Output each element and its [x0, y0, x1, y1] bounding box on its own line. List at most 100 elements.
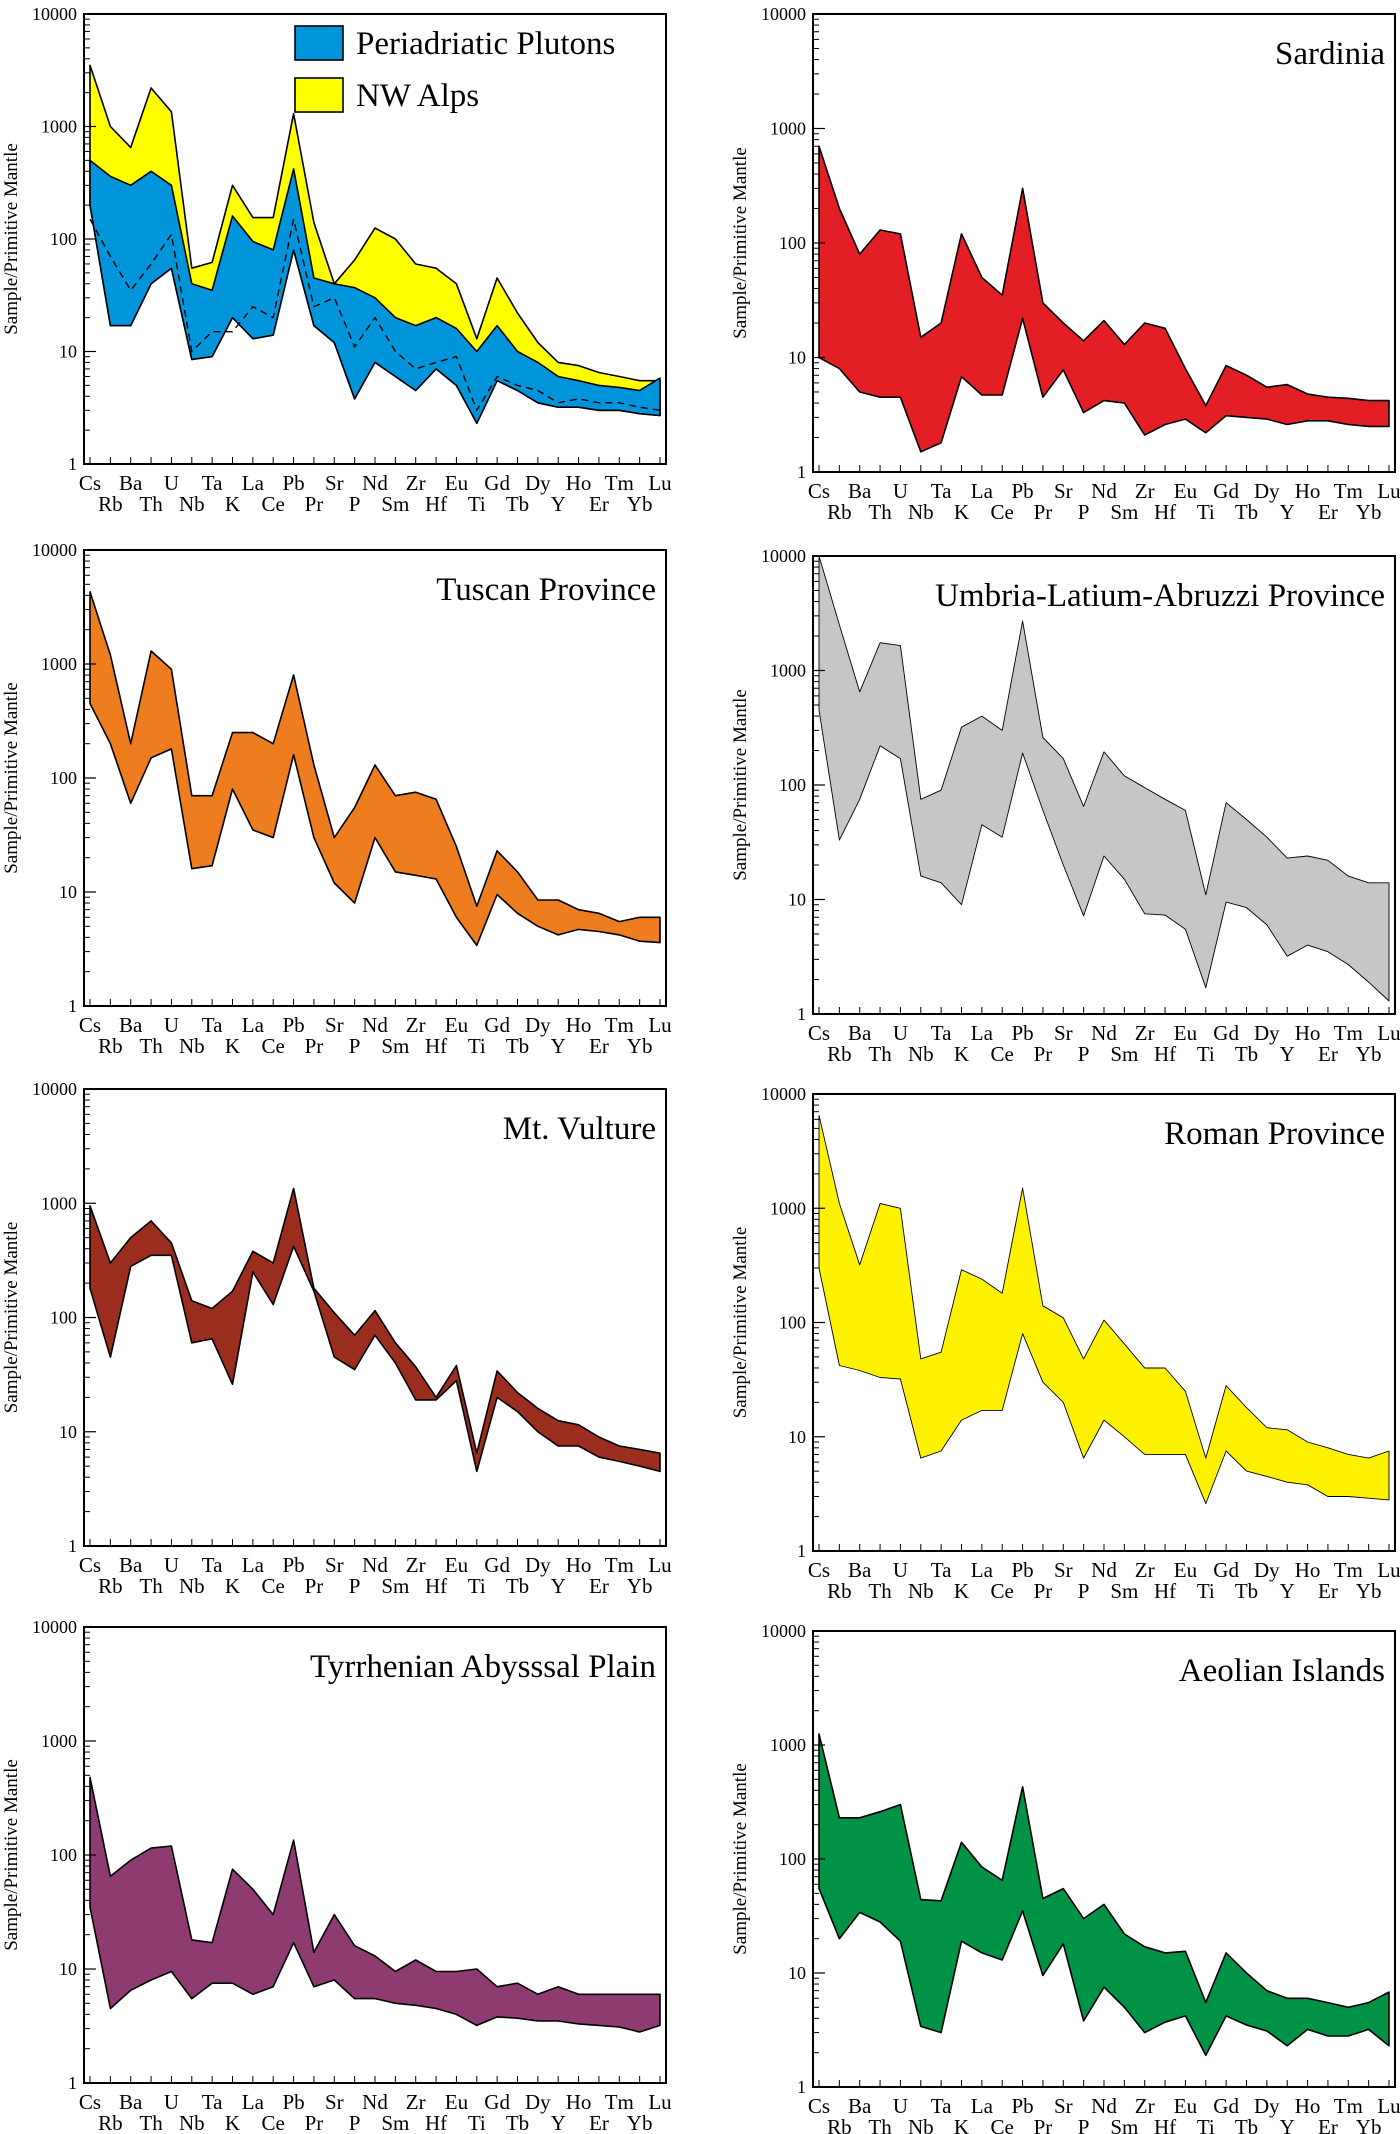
x-tick-label: Rb — [827, 1579, 852, 1603]
x-tick-label: Sr — [1054, 1558, 1073, 1582]
y-tick-label: 10 — [59, 342, 77, 362]
x-tick-label: Er — [1318, 1579, 1338, 1603]
y-tick-label: 1000 — [770, 1735, 806, 1755]
x-tick-label: Er — [1318, 2115, 1338, 2134]
x-tick-label: La — [971, 2094, 994, 2118]
y-axis-label: Sample/Primitive Mantle — [1, 682, 22, 874]
x-tick-label: P — [1078, 1579, 1090, 1603]
x-tick-label: Pb — [282, 1553, 304, 1577]
x-tick-label: U — [893, 1021, 908, 1045]
x-tick-label: K — [225, 2111, 240, 2134]
y-tick-label: 1000 — [770, 119, 806, 139]
y-tick-label: 10000 — [761, 1621, 806, 1641]
x-tick-label: Dy — [525, 1013, 551, 1037]
x-tick-label: Cs — [808, 2094, 830, 2118]
x-tick-label: Nd — [362, 471, 388, 495]
x-tick-label: Ta — [202, 2090, 223, 2114]
x-tick-label: Rb — [827, 2115, 852, 2134]
x-tick-label: Pr — [305, 492, 324, 516]
x-tick-label: Ce — [262, 1574, 285, 1598]
y-tick-label: 1000 — [41, 117, 77, 137]
y-axis-label: Sample/Primitive Mantle — [730, 1227, 751, 1419]
x-tick-label: Zr — [1135, 479, 1155, 503]
chart-panel-1: 110100100010000CsRbBaThUNbTaKLaCePbPrSrP… — [1, 4, 672, 516]
x-tick-label: K — [225, 1574, 240, 1598]
x-tick-label: Sm — [1110, 1579, 1138, 1603]
y-tick-label: 100 — [50, 229, 77, 249]
x-tick-label: Th — [139, 492, 163, 516]
chart-panel-3: 1 10 100 1000 10000 CsRbBaThUNbTaKLaCePbPrSrP… — [1, 540, 672, 1058]
x-tick-label: Dy — [1254, 1021, 1280, 1045]
x-tick-label: Pb — [282, 2090, 304, 2114]
x-tick-label: Dy — [525, 2090, 551, 2114]
x-tick-label: Y — [1280, 1042, 1295, 1066]
x-tick-label: Ba — [848, 1558, 872, 1582]
x-tick-label: Nd — [362, 1553, 388, 1577]
x-tick-label: Ti — [1197, 1042, 1215, 1066]
y-axis-label: Sample/Primitive Mantle — [1, 1759, 22, 1951]
x-tick-label: Y — [551, 2111, 566, 2134]
x-tick-label: Pr — [1034, 500, 1053, 524]
x-tick-label: U — [893, 1558, 908, 1582]
x-tick-label: Lu — [648, 1013, 672, 1037]
x-tick-label: Tm — [1334, 1021, 1363, 1045]
x-tick-label: Rb — [98, 1034, 123, 1058]
y-axis-label: Sample/Primitive Mantle — [730, 147, 751, 339]
x-tick-label: Nd — [362, 2090, 388, 2114]
x-tick-label: Er — [589, 1574, 609, 1598]
x-tick-label: Ti — [468, 1574, 486, 1598]
x-tick-label: Pr — [1034, 1579, 1053, 1603]
x-tick-label: Nd — [1091, 2094, 1117, 2118]
x-tick-label: La — [971, 1558, 994, 1582]
x-tick-label: Hf — [425, 1034, 447, 1058]
y-tick-label: 1000 — [41, 654, 77, 674]
x-tick-label: Ta — [202, 471, 223, 495]
x-tick-label: Ta — [202, 1553, 223, 1577]
chart-title: Tuscan Province — [436, 572, 656, 608]
y-tick-label: 1000 — [770, 661, 806, 681]
series-band-2 — [89, 159, 661, 425]
x-tick-label: P — [1078, 2115, 1090, 2134]
x-tick-label: Hf — [1154, 1579, 1176, 1603]
x-tick-label: Sm — [381, 492, 409, 516]
x-tick-label: Ce — [991, 1579, 1014, 1603]
legend-swatch — [294, 25, 344, 61]
x-tick-label: Yb — [1356, 500, 1382, 524]
x-tick-label: P — [1078, 1042, 1090, 1066]
x-tick-label: Cs — [79, 2090, 101, 2114]
x-tick-label: Nd — [1091, 1021, 1117, 1045]
x-tick-label: Sr — [1054, 2094, 1073, 2118]
x-tick-label: Eu — [1174, 1021, 1198, 1045]
x-tick-label: U — [164, 471, 179, 495]
series-band-1 — [818, 1733, 1390, 2056]
x-tick-label: Nd — [362, 1013, 388, 1037]
x-tick-label: Eu — [445, 1553, 469, 1577]
y-tick-label: 10000 — [32, 540, 77, 560]
x-tick-label: Er — [1318, 500, 1338, 524]
x-tick-label: K — [954, 500, 969, 524]
x-tick-label: U — [893, 2094, 908, 2118]
x-tick-label: Ba — [848, 1021, 872, 1045]
y-tick-label: 100 — [779, 233, 806, 253]
x-tick-label: Ta — [931, 1558, 952, 1582]
x-tick-label: Y — [551, 492, 566, 516]
x-tick-label: Dy — [1254, 2094, 1280, 2118]
y-axis-label: Sample/Primitive Mantle — [1, 143, 22, 335]
x-tick-label: Pb — [1011, 1558, 1033, 1582]
y-tick-label: 10000 — [32, 1617, 77, 1637]
x-tick-label: Lu — [1377, 1021, 1400, 1045]
x-tick-label: Pr — [305, 1034, 324, 1058]
x-tick-label: Tb — [506, 2111, 529, 2134]
x-tick-label: Ta — [931, 2094, 952, 2118]
y-tick-label: 100 — [50, 768, 77, 788]
chart-panel-5: 1 10 100 1000 10000 CsRbBaThUNbTaKLaCePbPrSrP… — [1, 1079, 672, 1598]
x-tick-label: Th — [868, 500, 892, 524]
y-tick-label: 10 — [788, 1963, 806, 1983]
x-tick-label: Sr — [325, 2090, 344, 2114]
x-tick-label: U — [164, 1013, 179, 1037]
y-tick-label: 10 — [788, 1427, 806, 1447]
x-tick-label: Th — [868, 2115, 892, 2134]
x-tick-label: Nb — [908, 2115, 934, 2134]
x-tick-label: Nb — [908, 500, 934, 524]
